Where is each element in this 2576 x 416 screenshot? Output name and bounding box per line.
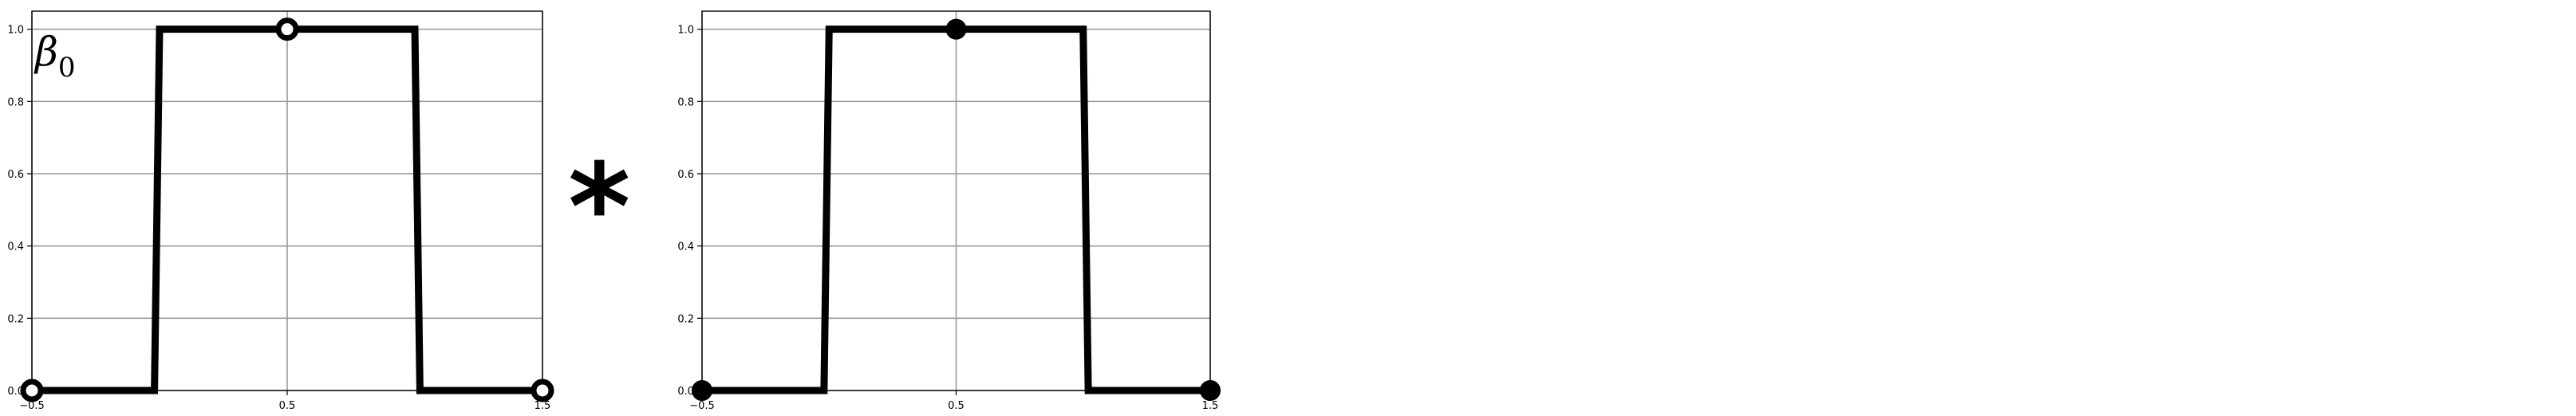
y-tick-label: 0.6: [677, 169, 694, 181]
filled-point-marker: [692, 380, 712, 401]
x-tick-label: 1.5: [535, 400, 551, 412]
y-tick-label: 0.4: [677, 241, 694, 253]
beta-annotation: β0: [34, 29, 76, 84]
y-tick-label: 0.8: [7, 96, 24, 108]
y-tick-label: 1.0: [677, 25, 694, 37]
filled-point-marker: [1200, 380, 1221, 401]
y-tick-label: 0.0: [677, 386, 694, 398]
filled-point-marker: [945, 18, 967, 40]
y-tick-label: 0.4: [7, 241, 24, 253]
x-tick-label: 1.5: [1202, 400, 1219, 412]
x-tick-label: −0.5: [689, 400, 715, 412]
right-chart: 0.0 0.2 0.4 0.6 0.8 1.0 −0.5 0.5 1.5: [677, 10, 1221, 412]
hollow-point-marker: [20, 379, 44, 402]
y-tick-label: 0.0: [7, 386, 24, 398]
y-tick-label: 0.2: [7, 313, 24, 325]
y-tick-label: 1.0: [7, 25, 24, 37]
y-tick-label: 0.6: [7, 169, 24, 181]
left-chart: 0.0 0.2 0.4 0.6 0.8 1.0 −0.5 0.5 1.5 β0: [7, 10, 554, 412]
hollow-point-marker: [531, 379, 554, 402]
beta-subscript: 0: [58, 52, 76, 84]
convolution-operator: *: [568, 139, 630, 277]
hollow-point-marker: [275, 18, 299, 41]
y-tick-label: 0.8: [677, 96, 694, 108]
x-tick-label: 0.5: [948, 400, 965, 412]
x-tick-label: −0.5: [19, 400, 45, 412]
x-tick-label: 0.5: [279, 400, 296, 412]
y-tick-label: 0.2: [677, 313, 694, 325]
